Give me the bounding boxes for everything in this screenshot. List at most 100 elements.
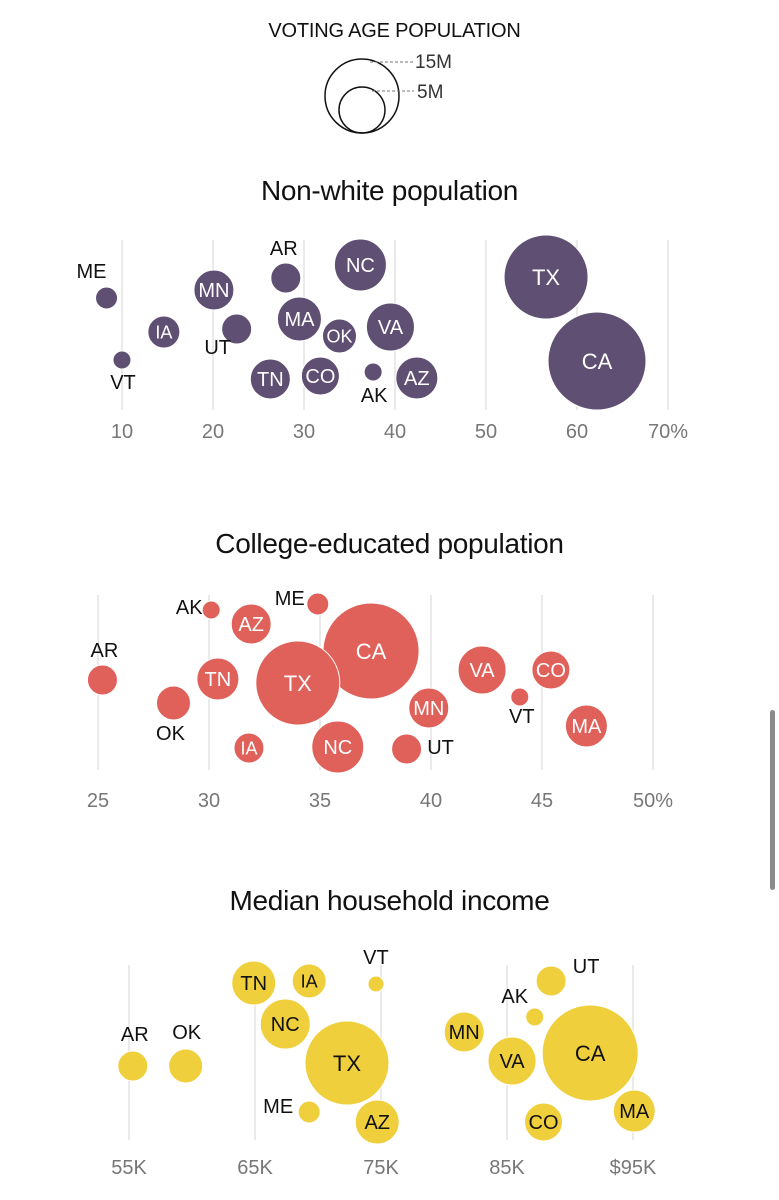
bubble-nc xyxy=(311,720,365,774)
bubble-nc xyxy=(333,238,387,292)
bubble-label-co: CO xyxy=(536,660,566,682)
bubble-ut xyxy=(221,313,253,345)
chart-title-income: Median household income xyxy=(229,885,550,916)
bubble-label-tx: TX xyxy=(532,265,560,290)
bubble-ut xyxy=(391,733,423,765)
bubble-ia xyxy=(233,732,265,764)
bubble-az xyxy=(354,1099,400,1145)
x-tick-label: 35 xyxy=(309,790,331,812)
bubble-tx xyxy=(304,1020,390,1106)
chart-nonwhite: 10 20 30 40 50 60 70% ME VT IA MN UT TN AR MA CO OK NC AK V… xyxy=(77,234,688,443)
x-tick-label: 50% xyxy=(633,790,673,812)
x-tick-label: 75K xyxy=(363,1157,399,1179)
bubble-az xyxy=(230,603,272,645)
bubble-ok xyxy=(155,685,191,721)
bubble-tn xyxy=(196,657,240,701)
bubble-ar xyxy=(86,664,118,696)
bubble-ca xyxy=(547,311,647,411)
bubble-label-ok: OK xyxy=(326,326,352,346)
bubble-label-ar: AR xyxy=(91,640,119,662)
legend-circle-large xyxy=(324,58,400,134)
bubble-label-ca: CA xyxy=(356,639,387,664)
bubble-ok xyxy=(168,1048,204,1084)
bubble-label-ok: OK xyxy=(156,723,186,745)
bubble-label-tn: TN xyxy=(205,669,232,691)
bubble-ma xyxy=(612,1089,656,1133)
bubble-ia xyxy=(147,315,181,349)
bubble-label-ia: IA xyxy=(155,322,172,342)
bubble-nc xyxy=(259,998,311,1050)
bubble-ma xyxy=(276,296,322,342)
bubble-label-co: CO xyxy=(305,366,335,388)
bubble-label-me: ME xyxy=(77,261,107,283)
x-tick-label: 60 xyxy=(566,421,588,443)
bubble-label-ca: CA xyxy=(582,349,613,374)
bubble-label-ca: CA xyxy=(575,1041,606,1066)
bubble-tn xyxy=(249,358,291,400)
x-tick-label: $95K xyxy=(610,1157,657,1179)
bubble-label-nc: NC xyxy=(271,1014,300,1036)
bubble-label-me: ME xyxy=(275,588,305,610)
x-tick-label: 55K xyxy=(111,1157,147,1179)
x-tick-label: 40 xyxy=(384,421,406,443)
bubble-co xyxy=(300,356,340,396)
bubble-label-mn: MN xyxy=(449,1022,480,1044)
bubble-label-ar: AR xyxy=(121,1024,149,1046)
bubble-vt xyxy=(510,687,530,707)
bubble-mn xyxy=(443,1011,485,1053)
x-tick-label: 30 xyxy=(198,790,220,812)
bubble-label-ok: OK xyxy=(172,1022,202,1044)
legend-circle-small xyxy=(338,86,386,134)
bubble-label-ut: UT xyxy=(204,337,231,359)
bubble-ar xyxy=(117,1050,149,1082)
bubble-label-az: AZ xyxy=(364,1112,390,1134)
chart-college: 25 30 35 40 45 50% AR OK AK TN IA AZ TX ME NC CA UT MN VA V… xyxy=(86,588,673,812)
bubble-label-tx: TX xyxy=(333,1051,361,1076)
bubble-label-az: AZ xyxy=(404,368,430,390)
bubble-label-ma: MA xyxy=(284,309,315,331)
bubble-label-va: VA xyxy=(499,1051,525,1073)
bubble-label-vt: VT xyxy=(363,947,389,969)
bubble-label-ak: AK xyxy=(176,597,203,619)
bubble-va xyxy=(457,645,507,695)
legend-title: VOTING AGE POPULATION xyxy=(268,20,521,42)
bubble-tx xyxy=(255,640,341,726)
x-tick-label: 20 xyxy=(202,421,224,443)
bubble-ia xyxy=(291,963,327,999)
bubble-label-nc: NC xyxy=(323,737,352,759)
bubble-label-az: AZ xyxy=(238,614,264,636)
bubble-label-me: ME xyxy=(263,1096,293,1118)
bubble-vt xyxy=(112,350,132,370)
bubble-label-ia: IA xyxy=(240,738,257,758)
bubble-me xyxy=(297,1100,321,1124)
bubble-label-mn: MN xyxy=(198,280,229,302)
scrollbar[interactable] xyxy=(770,710,775,890)
x-tick-label: 30 xyxy=(293,421,315,443)
bubble-label-ar: AR xyxy=(270,238,298,260)
bubble-me xyxy=(306,592,330,616)
bubble-mn xyxy=(408,687,450,729)
bubble-ak xyxy=(363,362,383,382)
bubble-label-ut: UT xyxy=(427,737,454,759)
bubble-ak xyxy=(201,600,221,620)
bubble-ok xyxy=(321,318,357,354)
x-tick-label: 65K xyxy=(237,1157,273,1179)
bubble-label-ut: UT xyxy=(573,956,600,978)
x-tick-label: 70% xyxy=(648,421,688,443)
bubble-ca xyxy=(541,1004,639,1102)
bubble-co xyxy=(524,1102,564,1142)
x-tick-label: 40 xyxy=(420,790,442,812)
x-tick-label: 85K xyxy=(489,1157,525,1179)
x-tick-label: 25 xyxy=(87,790,109,812)
bubble-label-tx: TX xyxy=(284,671,312,696)
bubble-ar xyxy=(270,262,302,294)
bubble-label-ma: MA xyxy=(571,716,602,738)
legend-large-label: 15M xyxy=(415,52,452,73)
chart-title-college: College-educated population xyxy=(215,528,564,559)
bubble-label-va: VA xyxy=(378,317,404,339)
bubble-tx xyxy=(503,234,589,320)
bubble-ak xyxy=(525,1007,545,1027)
bubble-label-tn: TN xyxy=(240,973,267,995)
bubble-label-ma: MA xyxy=(619,1101,650,1123)
bubble-label-mn: MN xyxy=(413,698,444,720)
